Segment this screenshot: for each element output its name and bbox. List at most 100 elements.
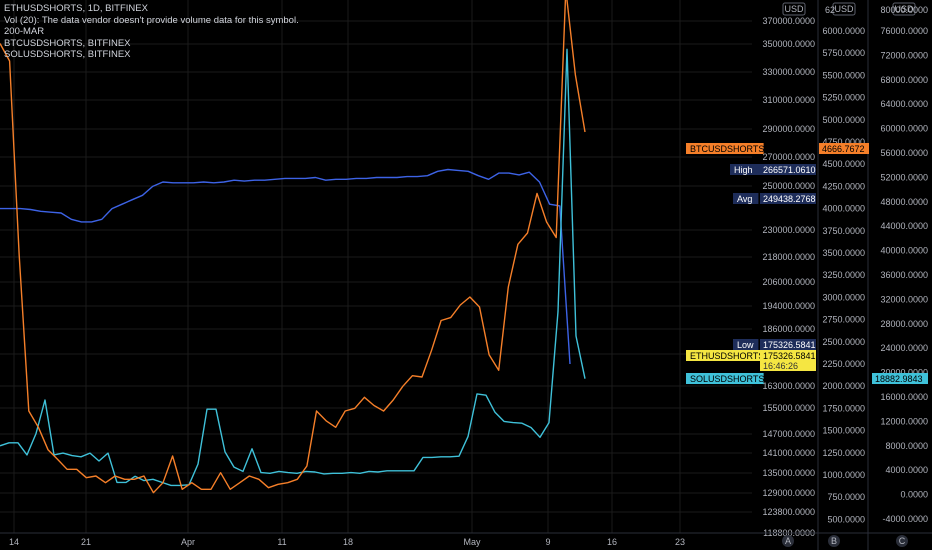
price-label-value: 175326.5841 (763, 351, 816, 361)
price-label-value: 249438.2768 (763, 194, 816, 204)
price-scale-b[interactable]: 62 6000.0000 5750.0000 5500.0000 5250.0000 50… (822, 0, 869, 550)
scale-mode-button[interactable] (782, 535, 794, 547)
price-label-box (819, 143, 869, 154)
scale-a-tick: 141000.0000 (762, 448, 815, 458)
scale-b-top-prefix: 62 (825, 5, 835, 15)
scale-a-unit-badge-text: USD (784, 4, 804, 14)
scale-mode-letter: C (899, 536, 906, 546)
scale-a-tick: 135000.0000 (762, 468, 815, 478)
scale-b-tick: 4000.0000 (822, 204, 865, 214)
series-line-btcusdshorts (0, 168, 571, 365)
price-label-value: 18882.9843 (875, 374, 923, 384)
price-label-solusdshorts: SOLUSDSHORTS 18882.9843 (686, 373, 928, 384)
scale-b-tick: 2000.0000 (822, 381, 865, 391)
scale-a-tick: 186000.0000 (762, 324, 815, 334)
scale-a-tick: 147000.0000 (762, 429, 815, 439)
scale-b-tick: 2250.0000 (822, 359, 865, 369)
scale-b-tick: 4750.0000 (822, 137, 865, 147)
scale-b-tick: 5250.0000 (822, 93, 865, 103)
legend-overlay-sol[interactable]: SOLUSDSHORTS, BITFINEX (4, 49, 131, 60)
time-tick: 16 (607, 537, 617, 547)
scale-c-unit-badge-frame (892, 2, 916, 16)
scale-a-tick: 155000.0000 (762, 403, 815, 413)
scale-b-tick: 500.0000 (827, 514, 865, 524)
time-tick: 11 (277, 537, 286, 547)
price-label-avg: Avg 249438.2768 (733, 193, 816, 204)
scale-b-tick: 3000.0000 (822, 292, 865, 302)
scale-a-tick: 290000.0000 (762, 124, 815, 134)
scale-mode-button[interactable] (828, 535, 840, 547)
scale-a-unit-badge[interactable]: USD (782, 2, 806, 16)
scale-b-tick: 1500.0000 (822, 426, 865, 436)
scale-b-tick: 2750.0000 (822, 315, 865, 325)
price-label-name: High (734, 165, 753, 175)
legend-main-symbol[interactable]: ETHUSDSHORTS, 1D, BITFINEX (4, 3, 148, 14)
price-label-box (760, 350, 816, 371)
scale-a-tick: 194000.0000 (762, 301, 815, 311)
chart-legend: ETHUSDSHORTS, 1D, BITFINEX Vol (20): The… (4, 3, 299, 61)
scale-b-tick: 3500.0000 (822, 248, 865, 258)
legend-indicator[interactable]: 200-MAR (4, 26, 45, 37)
price-label-box (872, 373, 928, 384)
scale-c-unit-badge[interactable]: USD (892, 2, 916, 16)
scale-b-tick: 5000.0000 (822, 115, 865, 125)
price-label-name: BTCUSDSHORTS (690, 144, 764, 154)
scale-c-unit-badge-text: USD (894, 4, 914, 14)
scale-c-tick: 20000.0000 (880, 368, 928, 378)
time-tick: May (463, 537, 481, 547)
scale-c-tick: 76000.0000 (880, 26, 928, 36)
scale-b-tick: 6000.0000 (822, 26, 865, 36)
scale-c-top: 80000.0000 (880, 5, 928, 15)
scale-b-tick: 5750.0000 (822, 48, 865, 58)
time-tick: 9 (545, 537, 550, 547)
scale-mode-letter: B (831, 536, 837, 546)
time-scale[interactable]: A B C 14 21 Apr 11 18 May 9 16 23 (0, 532, 932, 547)
scale-c-tick: 44000.0000 (880, 221, 928, 231)
time-tick: 21 (81, 537, 91, 547)
scale-a-tick: 206000.0000 (762, 277, 815, 287)
scale-b-tick: 1250.0000 (822, 448, 865, 458)
price-label-name: Avg (737, 194, 752, 204)
scale-c-tick: 12000.0000 (880, 416, 928, 426)
price-label-name: SOLUSDSHORTS (690, 374, 764, 384)
price-label-low: Low 175326.5841 (733, 339, 816, 350)
scale-b-tick: 1750.0000 (822, 403, 865, 413)
scale-mode-button[interactable] (896, 535, 908, 547)
scale-c-tick: 8000.0000 (885, 441, 928, 451)
scale-a-tick: 370000.0000 (762, 16, 815, 26)
scale-b-tick: 750.0000 (827, 492, 865, 502)
scale-a-tick: 310000.0000 (762, 95, 815, 105)
price-label-btcusdshorts: BTCUSDSHORTS 4666.7672 (686, 143, 869, 154)
scale-c-tick: 0.0000 (900, 490, 928, 500)
price-label-name: ETHUSDSHORTS (690, 351, 764, 361)
price-label-tag (733, 193, 759, 204)
scale-c-tick: 72000.0000 (880, 50, 928, 60)
scale-a-tick: 270000.0000 (762, 152, 815, 162)
time-tick: 14 (9, 537, 19, 547)
price-label-tag (686, 350, 764, 361)
time-tick: Apr (181, 537, 195, 547)
legend-overlay-btc[interactable]: BTCUSDSHORTS, BITFINEX (4, 37, 131, 49)
legend-volume[interactable]: Vol (20): The data vendor doesn't provid… (4, 14, 299, 26)
price-label-box (760, 164, 816, 175)
scale-c-tick: 40000.0000 (880, 246, 928, 256)
scale-a-tick: 163000.0000 (762, 381, 815, 391)
scale-mode-letter: A (785, 536, 791, 546)
scale-c-tick: 60000.0000 (880, 124, 928, 134)
chart-grid (0, 0, 752, 534)
scale-a-tick: 218000.0000 (762, 252, 815, 262)
scale-b-tick: 3250.0000 (822, 270, 865, 280)
price-label-value: 4666.7672 (822, 144, 865, 154)
scale-c-tick: 64000.0000 (880, 99, 928, 109)
scale-b-tick: 4250.0000 (822, 181, 865, 191)
price-label-box (760, 339, 816, 350)
scale-b-unit-badge[interactable]: USD (832, 2, 856, 16)
time-tick: 23 (675, 537, 685, 547)
scale-b-tick: 2500.0000 (822, 337, 865, 347)
price-label-name: Low (737, 340, 754, 350)
price-label-box (760, 193, 816, 204)
price-scale-c[interactable]: 80000.0000 76000.0000 72000.0000 68000.0000… (880, 5, 928, 524)
